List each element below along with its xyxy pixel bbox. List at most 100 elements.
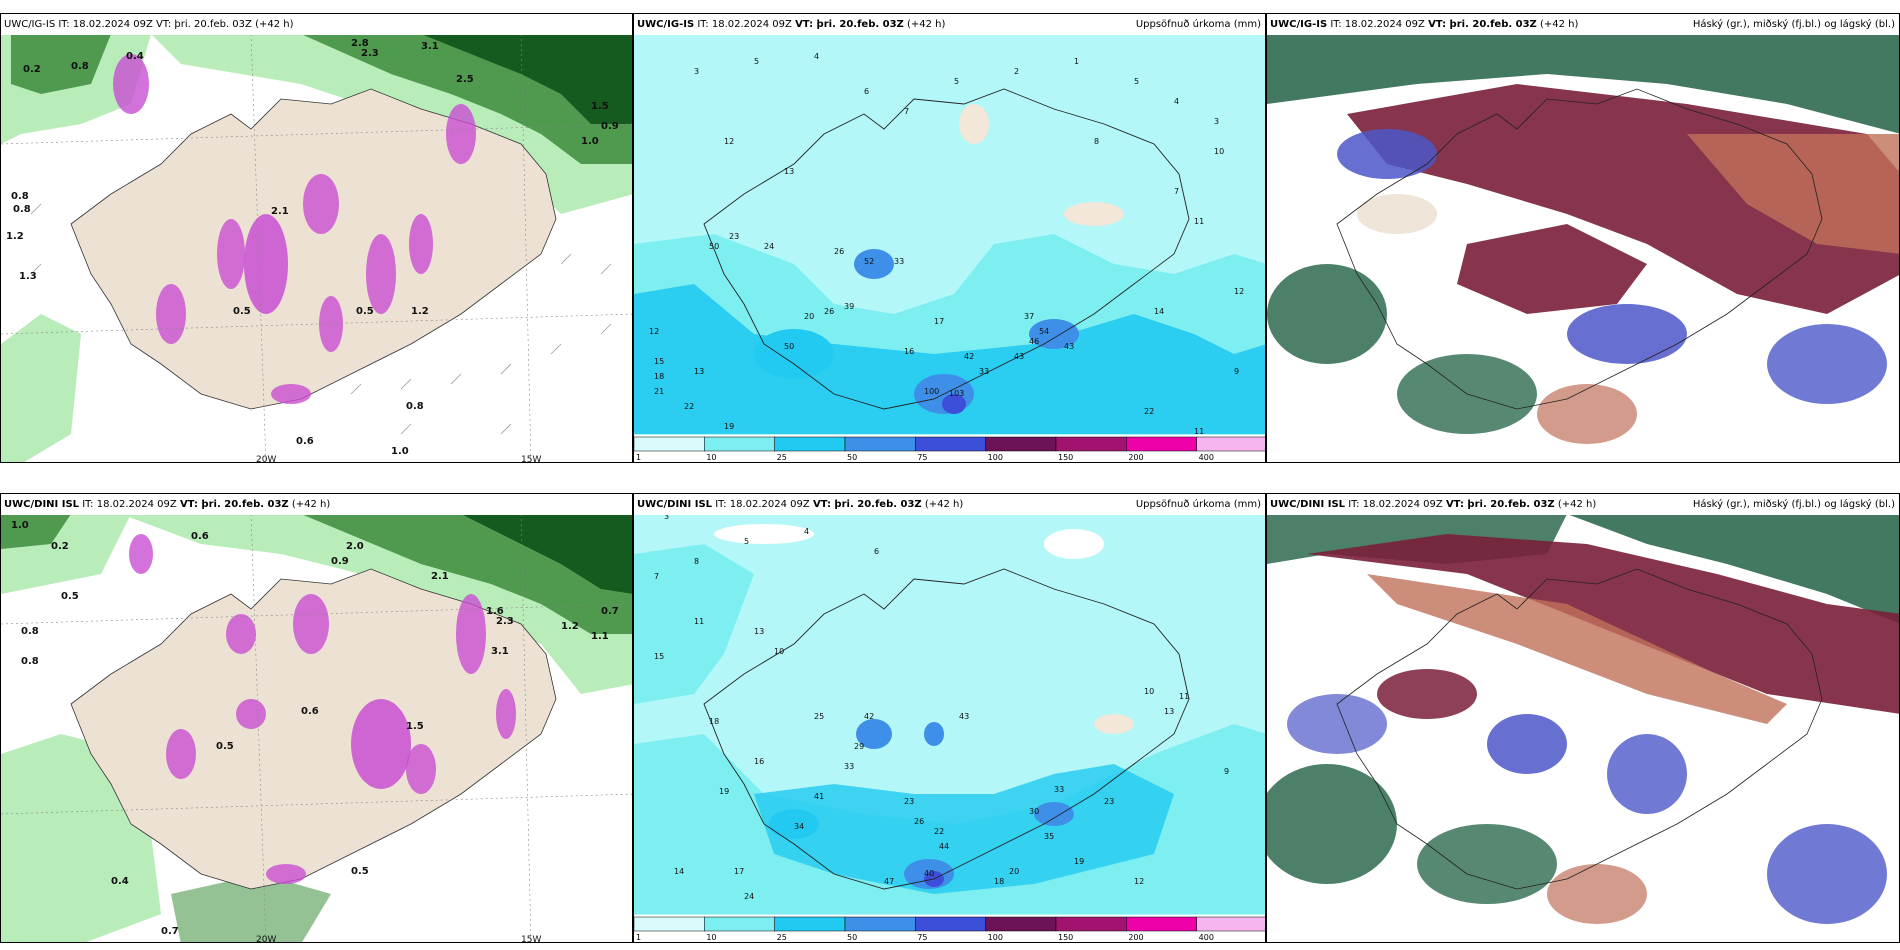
legend-swatch xyxy=(1126,916,1197,932)
value-label: 11 xyxy=(1179,692,1189,701)
value-label: 100 xyxy=(924,387,939,396)
legend-tick: 75 xyxy=(917,453,927,462)
value-label: 22 xyxy=(934,827,944,836)
value-label: 26 xyxy=(824,307,834,316)
value-label: 19 xyxy=(1074,857,1084,866)
value-label: 24 xyxy=(764,242,774,251)
value-label: 0.9 xyxy=(331,556,349,567)
value-label: 40 xyxy=(924,869,934,878)
value-label: 12 xyxy=(649,327,659,336)
value-label: 42 xyxy=(964,352,974,361)
legend-swatch xyxy=(844,436,916,452)
value-label: 54 xyxy=(1039,327,1049,336)
value-label: 25 xyxy=(814,712,824,721)
panel-header: UWC/DINI ISL IT: 18.02.2024 09Z VT: þri.… xyxy=(634,494,1265,515)
value-label: 17 xyxy=(934,317,944,326)
value-label: 18 xyxy=(994,877,1004,886)
legend-tick: 400 xyxy=(1199,453,1214,462)
value-label: 12 xyxy=(1234,287,1244,296)
value-label: 26 xyxy=(914,817,924,826)
value-label: 1.0 xyxy=(11,520,29,531)
lon-label: 15W xyxy=(521,455,541,463)
legend-swatch xyxy=(1055,436,1127,452)
value-label: 10 xyxy=(1144,687,1154,696)
legend-tick: 100 xyxy=(988,453,1003,462)
value-label: 3.1 xyxy=(421,41,439,52)
legend-swatch xyxy=(774,916,846,932)
legend-swatch xyxy=(634,916,705,932)
value-label: 46 xyxy=(1029,337,1039,346)
value-label: 17 xyxy=(734,867,744,876)
value-label: 8 xyxy=(1094,137,1099,146)
value-label: 15 xyxy=(654,652,664,661)
value-label: 43 xyxy=(1064,342,1074,351)
value-label: 16 xyxy=(904,347,914,356)
value-label: 0.8 xyxy=(71,61,89,72)
value-label: 18 xyxy=(654,372,664,381)
value-label: 0.7 xyxy=(161,926,179,937)
legend-tick: 1 xyxy=(636,933,641,942)
value-label: 13 xyxy=(784,167,794,176)
legend-swatch xyxy=(1196,916,1265,932)
value-label: 12 xyxy=(724,137,734,146)
value-label: 9 xyxy=(1234,367,1239,376)
model-name: UWC/IG-IS xyxy=(1270,19,1328,30)
legend-tick: 100 xyxy=(988,933,1003,942)
lon-label: 20W xyxy=(256,455,276,463)
legend-swatch xyxy=(1055,916,1127,932)
legend-swatch xyxy=(1196,436,1265,452)
value-label: 0.2 xyxy=(51,541,69,552)
init-time: IT: 18.02.2024 09Z xyxy=(1348,499,1443,510)
value-label: 14 xyxy=(1154,307,1164,316)
lead-time: (+42 h) xyxy=(291,499,331,510)
panel-dini-precip-rate: UWC/DINI ISL IT: 18.02.2024 09Z VT: þri.… xyxy=(0,493,633,943)
field-title: Háský (gr.), miðský (fj.bl.) og lágský (… xyxy=(1692,19,1895,30)
value-label: 20 xyxy=(804,312,814,321)
value-label: 0.4 xyxy=(111,876,129,887)
value-label: 10 xyxy=(1214,147,1224,156)
value-label: 0.5 xyxy=(216,741,234,752)
valid-time: VT: þri. 20.feb. 03Z xyxy=(1428,19,1537,30)
value-label: 3 xyxy=(664,512,669,521)
accum-precip-map: 3 5 4 8 7 11 10 13 6 15 18 19 16 42 29 4… xyxy=(634,494,1265,942)
value-label: 44 xyxy=(939,842,949,851)
panel-header: UWC/IG-IS IT: 18.02.2024 09Z VT: þri. 20… xyxy=(1,14,632,35)
value-label: 2 xyxy=(1014,67,1019,76)
model-name: UWC/IG-IS xyxy=(637,19,695,30)
legend-tick: 50 xyxy=(847,453,857,462)
value-label: 11 xyxy=(694,617,704,626)
value-label: 13 xyxy=(694,367,704,376)
legend-bar: 1 10 25 50 75 100 150 200 400 xyxy=(634,436,1265,462)
legend-swatch xyxy=(1126,436,1197,452)
value-label: 37 xyxy=(1024,312,1034,321)
value-label: 7 xyxy=(904,107,909,116)
value-label: 13 xyxy=(754,627,764,636)
value-label: 1.5 xyxy=(406,721,424,732)
accum-precip-map: 3 5 4 12 13 6 7 5 2 1 5 4 3 24 23 50 52 … xyxy=(634,14,1265,462)
model-name: UWC/DINI ISL xyxy=(1270,499,1346,510)
value-label: 23 xyxy=(729,232,739,241)
value-label: 2.5 xyxy=(456,74,474,85)
value-label: 0.5 xyxy=(356,306,374,317)
value-label: 1.6 xyxy=(486,606,504,617)
value-label: 33 xyxy=(894,257,904,266)
value-label: 5 xyxy=(1134,77,1139,86)
value-label: 0.9 xyxy=(601,121,619,132)
value-label: 26 xyxy=(834,247,844,256)
legend-tick: 75 xyxy=(917,933,927,942)
value-label: 2.0 xyxy=(346,541,364,552)
value-label: 33 xyxy=(844,762,854,771)
value-label: 2.8 xyxy=(351,38,369,49)
precip-wind-map: 20W 15W 0.2 0.8 0.8 0.4 2.3 2.8 3.1 2.5 … xyxy=(1,14,632,463)
lon-label: 20W xyxy=(256,935,276,943)
value-label: 3 xyxy=(1214,117,1219,126)
lon-label: 15W xyxy=(521,935,541,943)
legend-tick: 25 xyxy=(777,453,787,462)
value-label: 24 xyxy=(744,892,754,901)
value-label: 4 xyxy=(804,527,809,536)
init-time: IT: 18.02.2024 09Z xyxy=(715,499,810,510)
legend-tick: 25 xyxy=(777,933,787,942)
legend-swatch xyxy=(704,436,775,452)
legend-tick: 200 xyxy=(1128,453,1143,462)
cloud-cover-map xyxy=(1267,494,1899,942)
